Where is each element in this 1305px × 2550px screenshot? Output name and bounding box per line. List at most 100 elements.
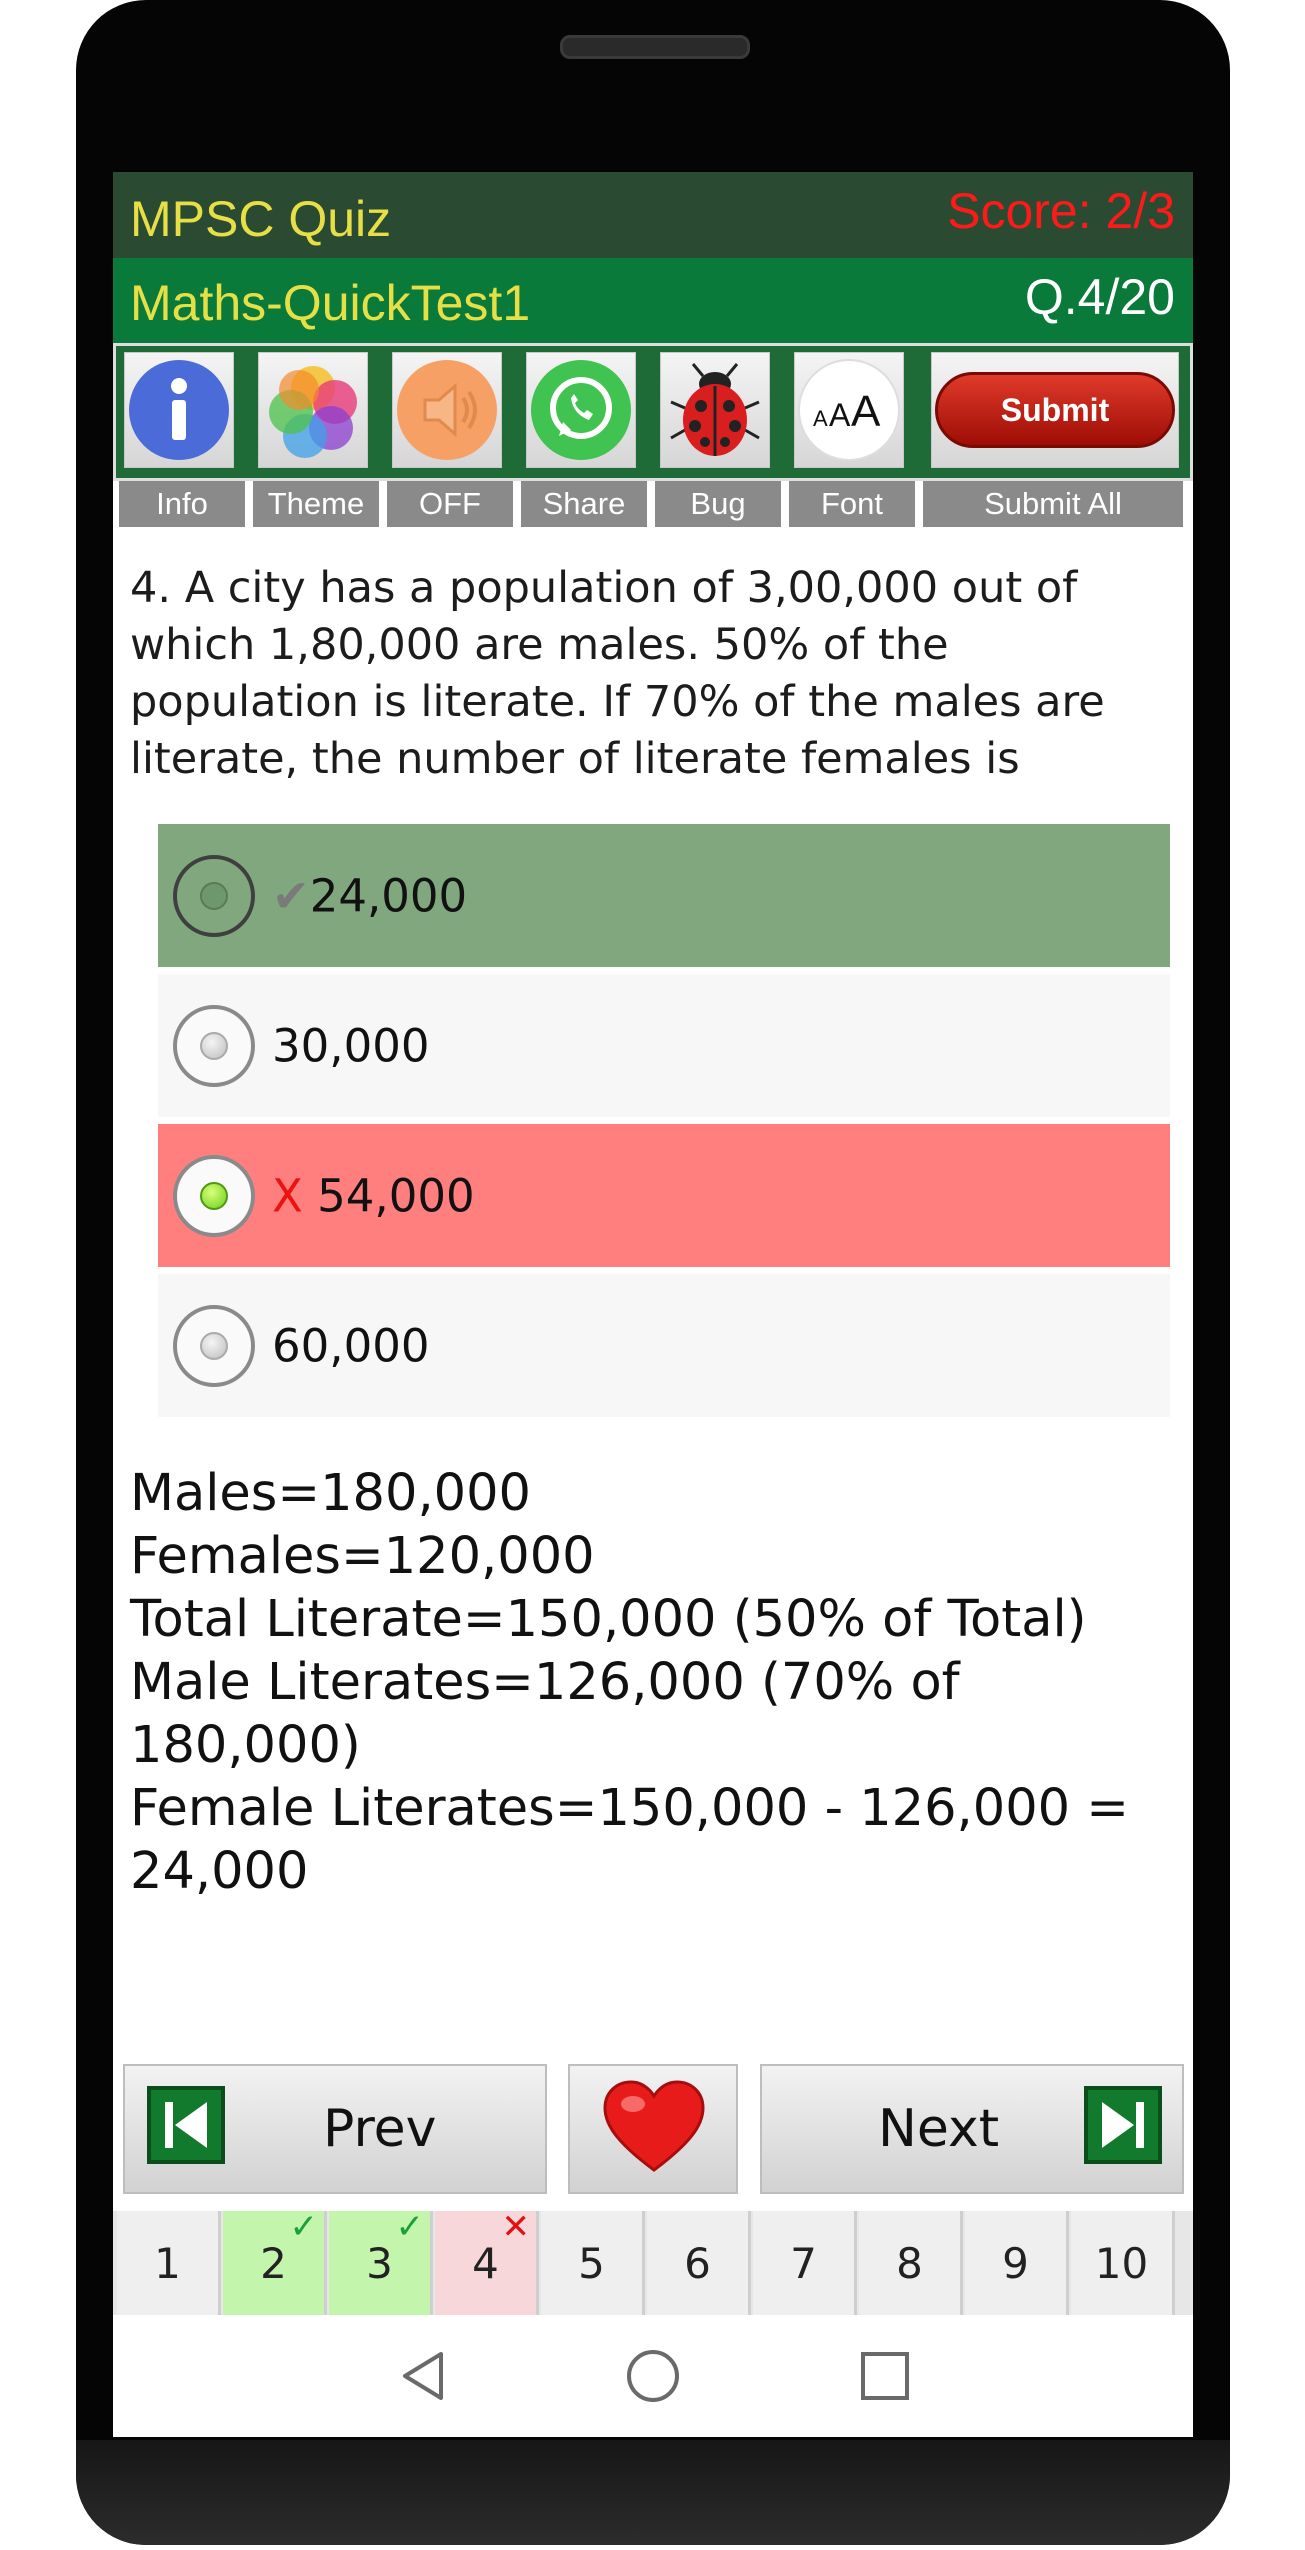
explanation-line: Females=120,000: [130, 1527, 595, 1586]
explanation-line: Total Literate=150,000 (50% of Total): [130, 1590, 1087, 1649]
score-display: Score: 2/3: [947, 183, 1175, 239]
submit-button-tile: Submit: [931, 352, 1179, 468]
toolbar: A A A Submit: [113, 343, 1193, 481]
system-nav-bar: [113, 2315, 1193, 2437]
option-2-value: 30,000: [272, 1019, 430, 1072]
pager-number: 8: [896, 2238, 923, 2288]
share-button[interactable]: [526, 352, 636, 468]
pager-cell[interactable]: 1: [117, 2211, 221, 2315]
prev-button[interactable]: Prev: [123, 2064, 547, 2194]
cross-badge-icon: ✕: [501, 2207, 531, 2247]
pager-number: 1: [154, 2238, 181, 2288]
pager-cell[interactable]: 10: [1071, 2211, 1175, 2315]
check-badge-icon: ✓: [289, 2207, 319, 2247]
question-text: 4. A city has a population of 3,00,000 o…: [130, 563, 1105, 784]
radio-button[interactable]: [173, 854, 255, 937]
theme-button[interactable]: [258, 352, 368, 468]
info-button[interactable]: [124, 352, 234, 468]
explanation-line: 24,000: [130, 1842, 309, 1901]
radio-button[interactable]: [173, 1154, 255, 1237]
submit-button[interactable]: Submit: [935, 372, 1175, 448]
test-name: Maths-QuickTest1: [130, 275, 531, 331]
prev-label: Prev: [323, 2099, 437, 2159]
explanation-line: Female Literates=150,000 - 126,000 =: [130, 1779, 1130, 1838]
share-label[interactable]: Share: [521, 481, 647, 527]
pager-cell[interactable]: 5: [541, 2211, 645, 2315]
check-badge-icon: ✓: [395, 2207, 425, 2247]
app-title: MPSC Quiz: [130, 191, 392, 247]
skip-next-glyph: [1102, 2102, 1144, 2148]
option-4-value: 60,000: [272, 1319, 430, 1372]
pager-number: 9: [1002, 2238, 1029, 2288]
ladybug-icon: [670, 363, 760, 456]
home-icon[interactable]: [623, 2346, 683, 2406]
sound-label[interactable]: OFF: [387, 481, 513, 527]
pager-number: 10: [1094, 2238, 1149, 2288]
pager-number: 4: [472, 2238, 499, 2288]
pager-number: 2: [260, 2238, 287, 2288]
font-size-button[interactable]: A A A: [794, 352, 904, 468]
explanation-text: Males=180,000 Females=120,000 Total Lite…: [130, 1462, 1180, 1903]
speaker-icon: [397, 360, 497, 460]
font-size-icon: A A A: [798, 359, 900, 461]
theme-label[interactable]: Theme: [253, 481, 379, 527]
next-label: Next: [878, 2099, 1000, 2159]
svg-text:A: A: [829, 397, 851, 433]
pager-cell[interactable]: 9: [965, 2211, 1069, 2315]
option-1-text: ✔24,000: [272, 869, 467, 922]
pager-cell[interactable]: 8: [859, 2211, 963, 2315]
option-3-text: X 54,000: [272, 1169, 475, 1222]
recents-icon[interactable]: [855, 2346, 915, 2406]
option-4-text: 60,000: [272, 1319, 429, 1372]
pager-cell[interactable]: 3 ✓: [329, 2207, 433, 2315]
favorite-button[interactable]: [568, 2064, 738, 2194]
svg-text:A: A: [813, 406, 828, 431]
pager-number: 3: [366, 2238, 393, 2288]
radio-button[interactable]: [173, 1304, 255, 1387]
radio-indicator: [200, 1331, 228, 1360]
check-mark-icon: ✔: [272, 869, 310, 922]
explanation-line: Male Literates=126,000 (70% of 180,000): [130, 1653, 960, 1775]
bug-label[interactable]: Bug: [655, 481, 781, 527]
skip-previous-glyph: [165, 2102, 207, 2148]
info-icon: [129, 360, 229, 460]
skip-previous-icon: [147, 2086, 225, 2164]
pager-cell[interactable]: 4 ✕: [435, 2207, 539, 2315]
svg-text:A: A: [851, 387, 881, 436]
pager-number: 5: [578, 2238, 605, 2288]
title-bar: MPSC Quiz Score: 2/3: [113, 172, 1193, 258]
option-4[interactable]: 60,000: [158, 1274, 1170, 1417]
question-pager: 1 2 ✓ 3 ✓ 4 ✕ 5 6 7 8 9 10: [113, 2207, 1193, 2315]
radio-indicator: [200, 1031, 228, 1060]
radio-indicator: [200, 881, 228, 910]
option-3[interactable]: X 54,000: [158, 1124, 1170, 1267]
explanation-line: Males=180,000: [130, 1464, 532, 1523]
skip-next-icon: [1084, 2086, 1162, 2164]
option-2[interactable]: 30,000: [158, 974, 1170, 1117]
question-counter: Q.4/20: [1024, 269, 1175, 325]
app-screen: MPSC Quiz Score: 2/3 Maths-QuickTest1 Q.…: [113, 172, 1193, 2437]
option-1[interactable]: ✔24,000: [158, 824, 1170, 967]
toolbar-labels: Info Theme OFF Share Bug Font Submit All: [113, 481, 1193, 527]
next-button[interactable]: Next: [760, 2064, 1184, 2194]
pager-cell[interactable]: 2 ✓: [223, 2207, 327, 2315]
sound-toggle-button[interactable]: [392, 352, 502, 468]
submit-all-label[interactable]: Submit All: [923, 481, 1183, 527]
whatsapp-icon: [531, 360, 631, 460]
phone-speaker: [560, 35, 750, 59]
bug-report-button[interactable]: [660, 352, 770, 468]
back-icon[interactable]: [395, 2346, 455, 2406]
radio-button[interactable]: [173, 1004, 255, 1087]
option-3-value: 54,000: [317, 1169, 475, 1222]
wrong-mark-icon: X: [272, 1169, 303, 1222]
info-label[interactable]: Info: [119, 481, 245, 527]
font-label[interactable]: Font: [789, 481, 915, 527]
pager-number: 6: [684, 2238, 711, 2288]
pager-number: 7: [790, 2238, 817, 2288]
pager-cell[interactable]: 6: [647, 2211, 751, 2315]
option-1-value: 24,000: [309, 869, 468, 922]
radio-indicator-selected: [200, 1181, 228, 1210]
pager-cell[interactable]: 7: [753, 2211, 857, 2315]
phone-chin: [76, 2440, 1230, 2545]
theme-icon: [269, 366, 357, 458]
